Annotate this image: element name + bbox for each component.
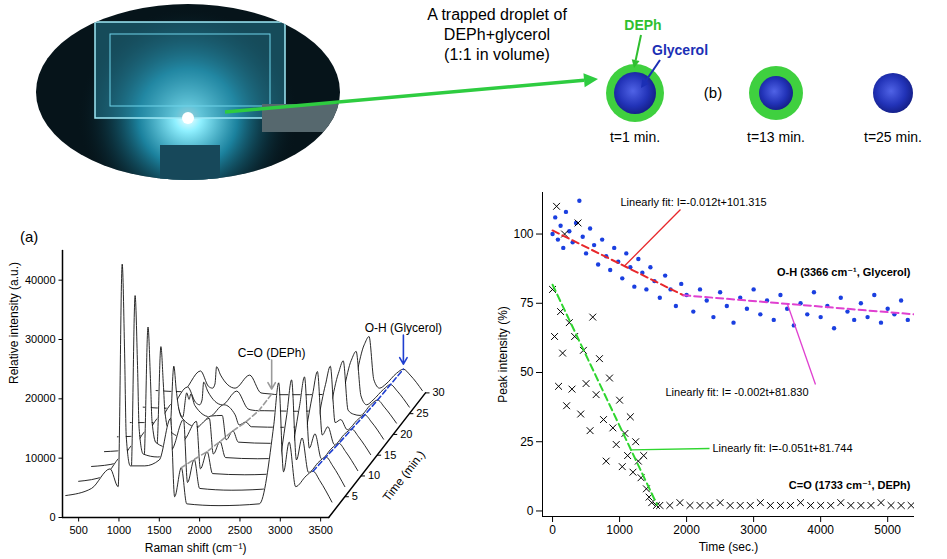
- svg-text:DEPh: DEPh: [624, 17, 661, 33]
- svg-text:t=13 min.: t=13 min.: [747, 129, 805, 145]
- svg-text:Linearly fit: I=-0.051t+81.744: Linearly fit: I=-0.051t+81.744: [713, 442, 853, 454]
- svg-text:Glycerol: Glycerol: [652, 42, 708, 58]
- svg-text:20: 20: [400, 428, 412, 440]
- svg-text:2500: 2500: [228, 524, 252, 536]
- svg-text:5000: 5000: [874, 523, 901, 537]
- svg-text:0: 0: [527, 504, 534, 518]
- svg-text:Linearly fit: I=-0.012t+101.31: Linearly fit: I=-0.012t+101.315: [621, 196, 767, 208]
- svg-text:10000: 10000: [25, 452, 56, 464]
- svg-text:3000: 3000: [740, 523, 767, 537]
- svg-text:C=O (DEPh): C=O (DEPh): [238, 346, 306, 360]
- svg-text:40000: 40000: [25, 274, 56, 286]
- svg-text:75: 75: [520, 296, 534, 310]
- svg-text:Time (min.): Time (min.): [380, 448, 428, 504]
- svg-text:Linearly fit: I= -0.002t+81.83: Linearly fit: I= -0.002t+81.830: [666, 386, 809, 398]
- svg-text:15: 15: [384, 449, 396, 461]
- svg-text:O-H (3366 cm⁻¹, Glycerol): O-H (3366 cm⁻¹, Glycerol): [777, 266, 911, 278]
- svg-text:50: 50: [520, 365, 534, 379]
- svg-text:(1:1 in volume): (1:1 in volume): [444, 46, 550, 63]
- svg-text:5: 5: [352, 490, 358, 502]
- svg-text:25: 25: [416, 407, 428, 419]
- svg-text:20000: 20000: [25, 392, 56, 404]
- svg-text:2000: 2000: [187, 524, 211, 536]
- svg-text:3500: 3500: [308, 524, 332, 536]
- svg-text:O-H (Glycerol): O-H (Glycerol): [365, 321, 442, 335]
- svg-text:500: 500: [69, 524, 87, 536]
- svg-text:t=1 min.: t=1 min.: [610, 129, 660, 145]
- svg-text:30: 30: [433, 386, 445, 398]
- svg-text:C=O (1733 cm⁻¹, DEPh): C=O (1733 cm⁻¹, DEPh): [789, 479, 911, 491]
- svg-text:4000: 4000: [807, 523, 834, 537]
- svg-text:25: 25: [520, 435, 534, 449]
- svg-text:t=25 min.: t=25 min.: [864, 129, 922, 145]
- svg-text:Time (sec.): Time (sec.): [699, 540, 759, 554]
- svg-text:Raman shift (cm⁻¹): Raman shift (cm⁻¹): [145, 541, 247, 555]
- svg-text:1500: 1500: [147, 524, 171, 536]
- svg-text:1000: 1000: [606, 523, 633, 537]
- html-text:(a): (a): [20, 228, 39, 245]
- svg-text:10: 10: [368, 469, 380, 481]
- svg-text:(b): (b): [704, 84, 722, 101]
- svg-text:3000: 3000: [268, 524, 292, 536]
- svg-text:0: 0: [549, 523, 556, 537]
- svg-text:DEPh+glycerol: DEPh+glycerol: [444, 26, 550, 43]
- svg-text:0: 0: [49, 511, 55, 523]
- svg-text:30000: 30000: [25, 333, 56, 345]
- svg-text:A trapped droplet of: A trapped droplet of: [427, 6, 567, 23]
- svg-text:Relative intensity (a.u.): Relative intensity (a.u.): [7, 262, 21, 384]
- svg-text:100: 100: [513, 227, 533, 241]
- svg-text:Peak intensity (%): Peak intensity (%): [496, 306, 510, 403]
- svg-text:1000: 1000: [107, 524, 131, 536]
- svg-text:2000: 2000: [673, 523, 700, 537]
